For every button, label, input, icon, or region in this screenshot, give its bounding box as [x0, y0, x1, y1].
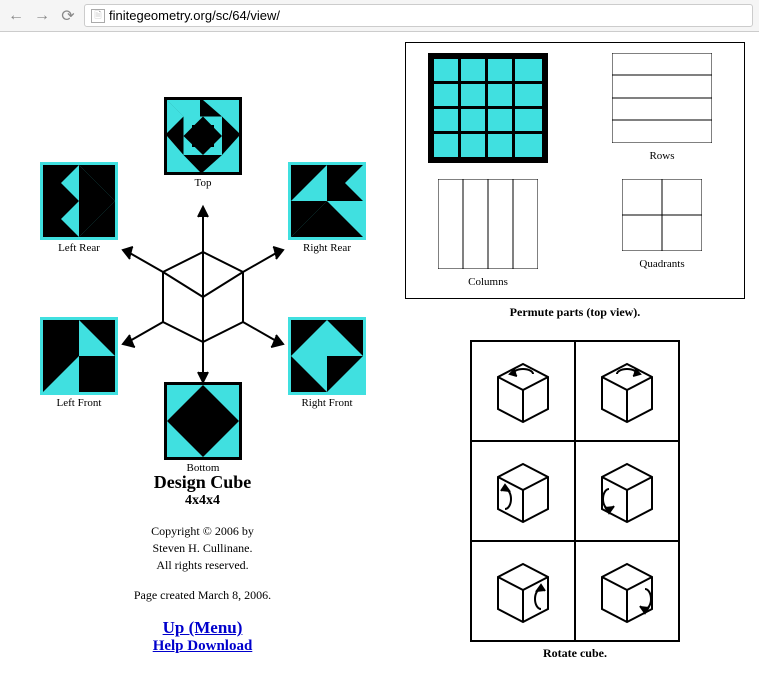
face-left-rear[interactable]: Left Rear [40, 162, 118, 254]
face-left-rear-label: Left Rear [40, 242, 118, 254]
permute-top-view[interactable] [416, 53, 560, 167]
menu-link[interactable]: Up (Menu) [163, 618, 243, 637]
copyright-line: All rights reserved. [10, 557, 395, 574]
forward-button[interactable]: → [32, 6, 52, 26]
face-bottom-label: Bottom [164, 462, 242, 474]
copyright-line: Steven H. Cullinane. [10, 540, 395, 557]
links-block: Up (Menu) Help Download [10, 618, 395, 655]
page-created: Page created March 8, 2006. [10, 587, 395, 604]
permute-rows-label: Rows [590, 150, 734, 162]
permute-columns[interactable]: Columns [416, 179, 560, 288]
permute-panel: Rows Columns Quadrants [405, 42, 745, 299]
rotate-right-cw[interactable] [575, 541, 679, 641]
url-text: finitegeometry.org/sc/64/view/ [109, 8, 280, 23]
browser-toolbar: ← → ⟳ 🗎 finitegeometry.org/sc/64/view/ [0, 0, 759, 32]
face-top[interactable]: Top [164, 97, 242, 189]
rotate-caption: Rotate cube. [405, 646, 745, 661]
face-right-rear[interactable]: Right Rear [288, 162, 366, 254]
face-right-front[interactable]: Right Front [288, 317, 366, 409]
page-title: Design Cube [10, 472, 395, 493]
face-top-label: Top [164, 177, 242, 189]
rotate-right-ccw[interactable] [471, 541, 575, 641]
reload-button[interactable]: ⟳ [58, 6, 78, 26]
help-link[interactable]: Help Download [153, 638, 253, 654]
rotate-left-ccw[interactable] [471, 441, 575, 541]
face-bottom[interactable]: Bottom [164, 382, 242, 474]
rotate-top-ccw[interactable] [471, 341, 575, 441]
permute-quadrants-label: Quadrants [590, 258, 734, 270]
face-left-front[interactable]: Left Front [40, 317, 118, 409]
permute-quadrants[interactable]: Quadrants [590, 179, 734, 288]
permute-rows[interactable]: Rows [590, 53, 734, 167]
copyright-line: Copyright © 2006 by [10, 523, 395, 540]
rotate-top-cw[interactable] [575, 341, 679, 441]
page-content: Top Left Rear Right Rear [0, 32, 759, 671]
left-column: Top Left Rear Right Rear [10, 42, 395, 661]
back-button[interactable]: ← [6, 6, 26, 26]
rotate-panel [470, 340, 680, 642]
permute-columns-label: Columns [416, 276, 560, 288]
wireframe-cube [118, 202, 288, 382]
page-icon: 🗎 [91, 9, 105, 23]
title-block: Design Cube 4x4x4 Copyright © 2006 by St… [10, 472, 395, 655]
face-right-rear-label: Right Rear [288, 242, 366, 254]
right-column: Rows Columns Quadrants Permute parts (to… [405, 42, 745, 661]
face-right-front-label: Right Front [288, 397, 366, 409]
page-subtitle: 4x4x4 [10, 493, 395, 509]
face-left-front-label: Left Front [40, 397, 118, 409]
cube-unfolded: Top Left Rear Right Rear [10, 42, 395, 462]
permute-caption: Permute parts (top view). [405, 305, 745, 320]
url-bar[interactable]: 🗎 finitegeometry.org/sc/64/view/ [84, 4, 753, 27]
rotate-left-cw[interactable] [575, 441, 679, 541]
copyright-block: Copyright © 2006 by Steven H. Cullinane.… [10, 523, 395, 573]
